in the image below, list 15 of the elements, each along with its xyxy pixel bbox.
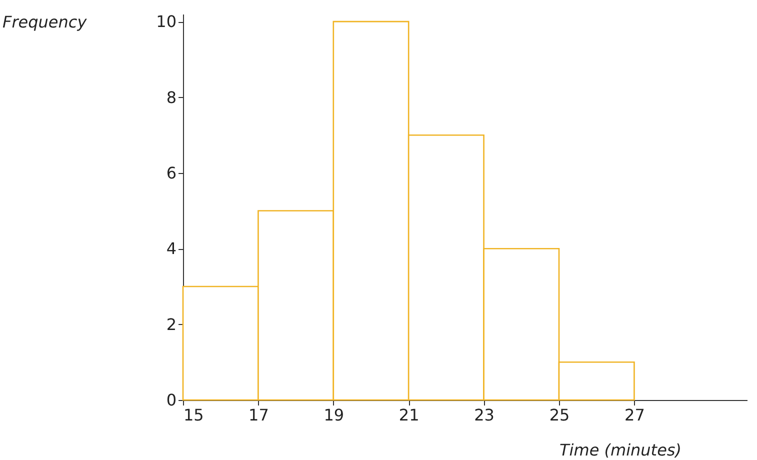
x-tick-label: 27 <box>624 406 645 424</box>
y-tick-label: 6 <box>166 163 176 182</box>
y-tick-label: 10 <box>156 12 176 32</box>
x-tick-label: 21 <box>398 406 420 424</box>
x-tick-label: 15 <box>184 406 204 424</box>
x-tick-label: 17 <box>248 406 269 424</box>
y-axis-title: Frequency <box>2 12 88 32</box>
y-tick-label: 8 <box>166 88 176 107</box>
x-tick-label: 19 <box>324 406 344 424</box>
y-tick-label: 2 <box>166 314 176 334</box>
x-tick-label: 23 <box>474 406 494 424</box>
y-tick-label: 4 <box>166 239 176 258</box>
y-tick-label: 0 <box>166 390 176 410</box>
x-axis-title: Time (minutes) <box>560 440 682 460</box>
x-tick-label: 25 <box>549 406 570 424</box>
